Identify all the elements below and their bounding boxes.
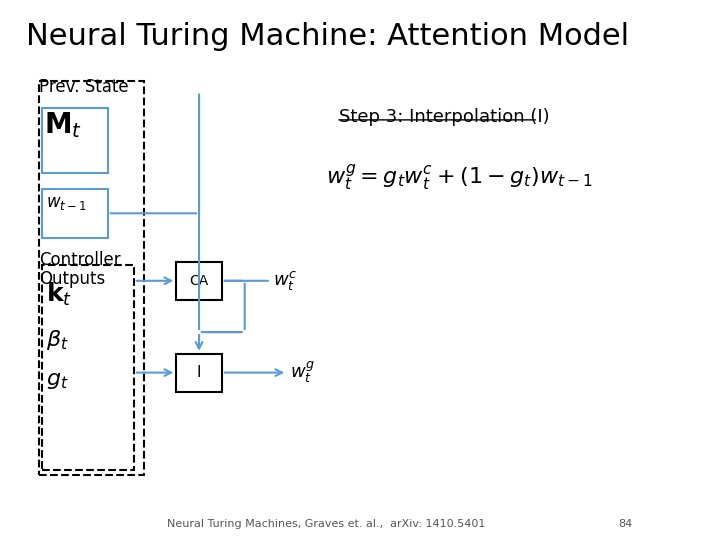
- Text: Neural Turing Machines, Graves et. al.,  arXiv: 1410.5401: Neural Turing Machines, Graves et. al., …: [167, 519, 485, 529]
- Bar: [176, 262, 222, 300]
- Text: $w_t^g = g_t w_t^c + (1 - g_t) w_{t-1}$: $w_t^g = g_t w_t^c + (1 - g_t) w_{t-1}$: [326, 162, 593, 192]
- Bar: [42, 189, 108, 238]
- Bar: [176, 354, 222, 391]
- Bar: [39, 81, 143, 475]
- Text: Outputs: Outputs: [39, 270, 105, 288]
- Text: $\beta_t$: $\beta_t$: [45, 328, 68, 352]
- Text: $w_t^c$: $w_t^c$: [273, 269, 297, 292]
- Text: $g_t$: $g_t$: [45, 370, 68, 391]
- Text: Controller: Controller: [39, 251, 121, 269]
- Text: Step 3: Interpolation (I): Step 3: Interpolation (I): [339, 108, 550, 126]
- Text: CA: CA: [189, 274, 209, 288]
- Text: 84: 84: [618, 519, 633, 529]
- Text: I: I: [197, 365, 202, 380]
- Text: $w_t^g$: $w_t^g$: [290, 360, 315, 385]
- Bar: [42, 108, 108, 173]
- Text: Prev. State: Prev. State: [39, 78, 129, 96]
- Bar: [42, 265, 134, 470]
- Text: $\mathbf{k}_t$: $\mathbf{k}_t$: [45, 281, 72, 308]
- Text: $\mathbf{M}_t$: $\mathbf{M}_t$: [45, 111, 83, 140]
- Text: Neural Turing Machine: Attention Model: Neural Turing Machine: Attention Model: [26, 22, 629, 51]
- Text: $w_{t-1}$: $w_{t-1}$: [45, 194, 86, 212]
